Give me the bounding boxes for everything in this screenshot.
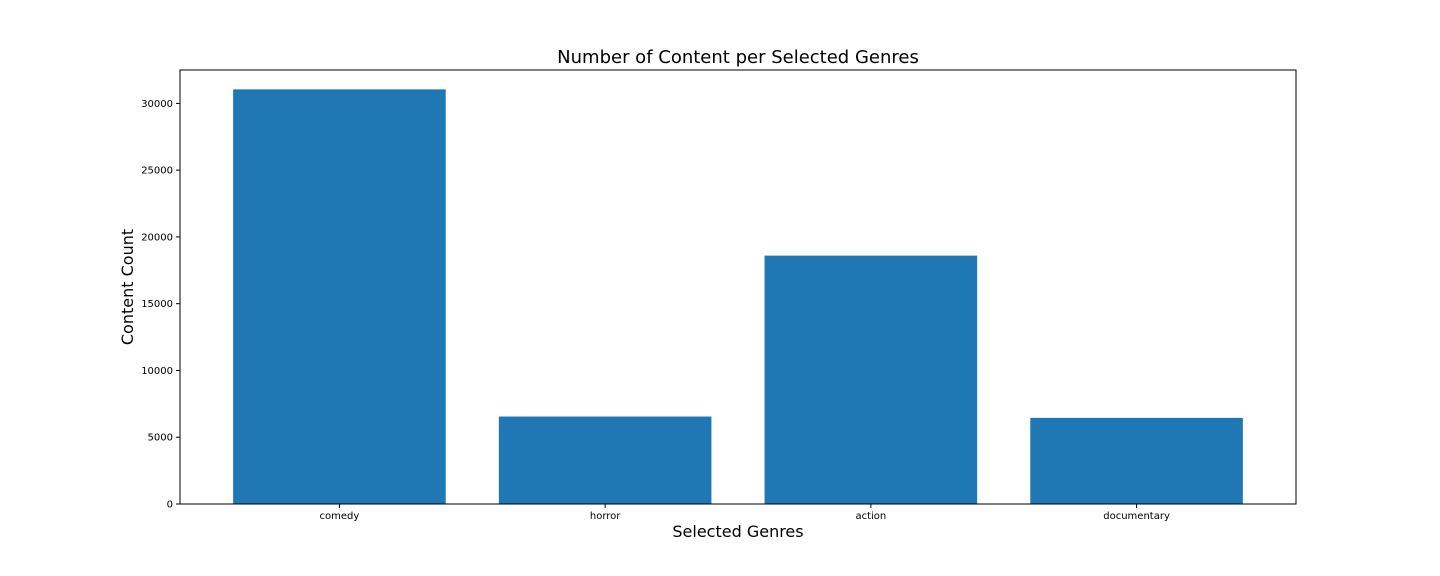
x-tick-label: comedy (320, 511, 360, 522)
bar-action (764, 255, 978, 504)
y-tick-label: 20000 (141, 232, 173, 243)
bar-horror (498, 416, 712, 504)
y-tick-label: 5000 (148, 433, 173, 444)
chart-title: Number of Content per Selected Genres (557, 47, 919, 68)
x-tick-label: horror (590, 511, 621, 522)
bar-comedy (233, 89, 446, 505)
y-tick-label: 0 (167, 500, 173, 511)
y-axis-label: Content Count (118, 229, 137, 345)
y-tick-label: 10000 (141, 366, 173, 377)
y-tick-label: 15000 (141, 299, 173, 310)
x-tick-label: documentary (1103, 511, 1170, 522)
y-tick-label: 25000 (141, 166, 173, 177)
plot-area: 0 5000 10000 15000 20000 25000 30000 comedy horr… (141, 69, 1297, 522)
x-tick-label: action (855, 511, 886, 522)
x-axis-label: Selected Genres (672, 522, 803, 541)
y-tick-label: 30000 (141, 99, 173, 110)
bar-documentary (1030, 417, 1243, 504)
axes-frame (179, 69, 1297, 505)
